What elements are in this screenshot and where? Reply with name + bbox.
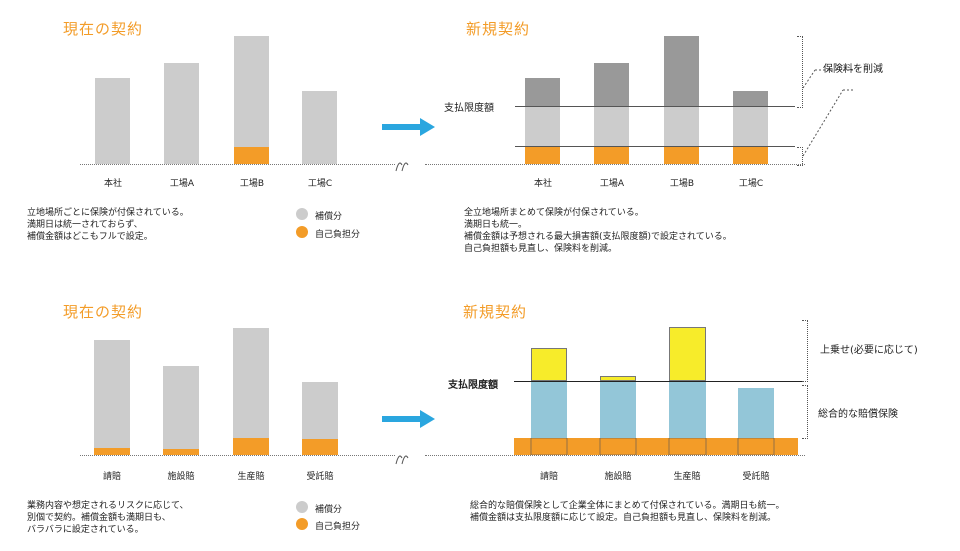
new-bar-seisanbai-upper — [669, 327, 706, 381]
legend-covered-label-2: 補償分 — [315, 505, 343, 515]
connector-lines — [803, 69, 853, 157]
limit-line-2 — [514, 381, 804, 382]
top-left-xlabel-1: 工場A — [169, 179, 195, 189]
self-band-dividers — [530, 438, 775, 455]
self-brace — [797, 147, 803, 166]
bottom-left-xlabel-1: 施設賠 — [167, 472, 195, 482]
new-bar-honsha-excess — [525, 78, 560, 106]
top-left-xlabel-0: 本社 — [103, 179, 122, 189]
bar-kojo-b-covered — [234, 36, 269, 147]
new-bar-shisetsubai-general — [600, 381, 636, 438]
general-note: 総合的な賠償保険 — [818, 409, 898, 420]
new-bar-seisanbai-general — [669, 381, 706, 438]
bar-honsha — [95, 78, 130, 164]
right-arrow-icon-2 — [382, 410, 435, 428]
top-left-title: 現在の契約 — [63, 20, 144, 38]
bar-seibai-self — [94, 448, 130, 455]
bar-shisetsubai-self — [163, 449, 199, 455]
new-bar-kojo-c-self — [733, 147, 768, 164]
top-left-description: 立地場所ごとに保険が付保されている。 満期日は統一されておらず、 補償金額はどこ… — [27, 208, 189, 242]
new-bar-kojo-b-self — [664, 147, 699, 164]
top-right-title: 新規契約 — [466, 20, 531, 38]
reduce-brace — [797, 36, 803, 108]
right-arrow-icon — [382, 118, 435, 136]
limit-label: 支払限度額 — [444, 103, 494, 114]
bar-seisanbai-self — [233, 438, 269, 455]
new-bar-kojo-c-excess — [733, 91, 768, 106]
reduce-note: 保険料を削減 — [823, 64, 883, 75]
bar-jutakubai-self — [302, 439, 338, 455]
top-right-xlabel-3: 工場C — [738, 179, 764, 189]
legend-self-icon-2 — [296, 518, 308, 530]
bottom-left-xlabel-0: 請賠 — [102, 472, 121, 482]
top-left-xlabel-2: 工場B — [239, 179, 265, 189]
new-bar-shisetsubai-upper — [600, 376, 636, 381]
legend-self-label-2: 自己負担分 — [315, 522, 361, 532]
bottom-right-xlabel-0: 請賠 — [539, 472, 558, 482]
new-bar-honsha-covered — [525, 106, 560, 147]
new-bar-kojo-a-covered — [594, 106, 629, 147]
bar-kojo-c — [302, 91, 337, 164]
top-right-xlabel-0: 本社 — [533, 179, 552, 189]
legend-covered-icon — [296, 208, 308, 220]
new-bar-seibai-general — [531, 381, 567, 438]
bottom-right-description: 総合的な賠償保険として企業全体にまとめて付保されている。満期日も統一。 補償金額… — [470, 501, 785, 523]
new-bar-seibai-upper — [531, 348, 567, 381]
new-bar-kojo-b-covered — [664, 106, 699, 147]
top-right-description: 全立地場所まとめて保険が付保されている。 満期日も統一。 補償金額は予想される最… — [464, 208, 732, 254]
axis-break-icon — [395, 162, 409, 172]
new-bar-kojo-a-excess — [594, 63, 629, 106]
bar-seibai-covered — [94, 340, 130, 448]
bottom-left-xlabel-3: 受託賠 — [306, 472, 334, 482]
bottom-right-xlabel-2: 生産賠 — [673, 472, 701, 482]
bottom-right-xlabel-3: 受託賠 — [742, 472, 770, 482]
bottom-left-title: 現在の契約 — [63, 303, 144, 321]
new-bar-kojo-a-self — [594, 147, 629, 164]
limit-label-2: 支払限度額 — [448, 380, 498, 391]
new-self-band — [514, 438, 798, 455]
bar-seisanbai-covered — [233, 328, 269, 438]
bottom-right-baseline — [425, 455, 805, 456]
bottom-left-xlabel-2: 生産賠 — [237, 472, 265, 482]
new-bar-kojo-c-covered — [733, 106, 768, 147]
top-left-baseline — [80, 164, 395, 165]
bar-kojo-b-self — [234, 147, 269, 164]
deductible-line — [515, 146, 795, 147]
axis-break-icon-2 — [395, 455, 409, 465]
bar-shisetsubai-covered — [163, 366, 199, 449]
top-right-xlabel-1: 工場A — [599, 179, 625, 189]
new-bar-jutakubai-general — [738, 388, 774, 438]
limit-line — [515, 106, 795, 107]
top-left-xlabel-3: 工場C — [307, 179, 333, 189]
legend-self-icon — [296, 226, 308, 238]
upper-note: 上乗せ(必要に応じて) — [820, 345, 918, 356]
bottom-left-baseline — [80, 455, 395, 456]
legend-covered-label: 補償分 — [315, 212, 343, 222]
bottom-left-description: 業務内容や想定されるリスクに応じて、 別個で契約。補償金額も満期日も、 バラバラ… — [27, 501, 189, 535]
bar-jutakubai-covered — [302, 382, 338, 439]
bottom-right-title: 新規契約 — [463, 303, 528, 321]
new-bar-honsha-self — [525, 147, 560, 164]
new-bar-kojo-b-excess — [664, 36, 699, 106]
top-right-baseline — [425, 164, 805, 165]
bottom-right-xlabel-1: 施設賠 — [604, 472, 632, 482]
upper-brace — [802, 320, 808, 382]
legend-self-label: 自己負担分 — [315, 230, 361, 240]
legend-covered-icon-2 — [296, 501, 308, 513]
bar-kojo-a — [164, 63, 199, 164]
top-right-xlabel-2: 工場B — [669, 179, 695, 189]
general-brace — [802, 385, 808, 439]
